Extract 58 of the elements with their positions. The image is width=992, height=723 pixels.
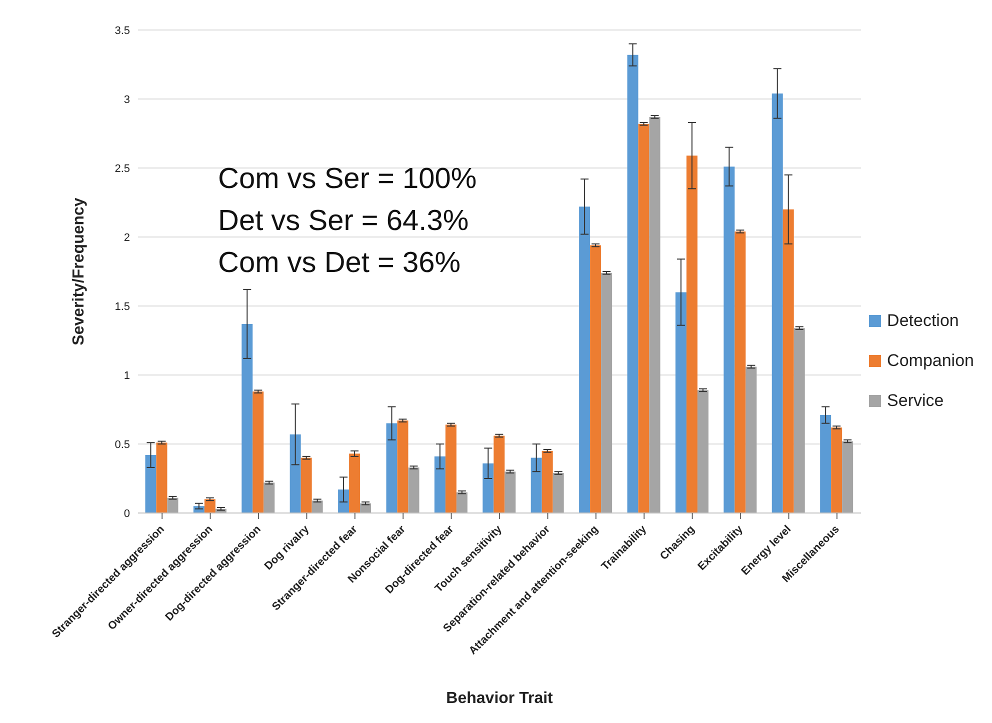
bar [601,272,612,513]
bar [445,424,456,513]
y-axis-title: Severity/Frequency [70,198,88,346]
bar [504,472,516,513]
legend-label: Detection [887,310,959,332]
bar [734,231,746,513]
bar [290,434,301,513]
bar [300,458,312,513]
legend-label: Companion [887,350,974,372]
bar [264,482,275,513]
bar [552,472,564,513]
bar [156,442,168,513]
bar [627,54,638,513]
bar [686,156,698,513]
bar [397,420,408,513]
bar [724,166,735,513]
bar [456,492,468,513]
bar [338,490,350,513]
y-tick-label: 1 [124,370,130,382]
bar [697,390,708,513]
y-tick-label: 0 [124,508,130,520]
annotation: Com vs Ser = 100% [218,162,477,197]
bar [638,124,650,513]
bar [242,324,253,513]
bar [204,499,216,513]
annotation: Det vs Ser = 64.3% [218,204,470,239]
bar [542,450,553,513]
x-axis-title: Behavior Trait [446,690,554,707]
bar [746,366,757,513]
y-tick-label: 3 [124,94,130,106]
legend-label: Service [887,390,944,412]
bar [590,245,602,513]
bar [386,423,398,513]
bar [494,436,505,513]
bar [252,392,264,513]
y-tick-label: 2.5 [114,162,130,175]
bar [649,116,660,513]
bar [675,292,686,513]
annotation: Com vs Det = 36% [218,246,462,281]
y-tick-label: 3.5 [114,24,130,37]
bar [782,209,794,513]
bar [145,455,156,513]
bar [820,415,832,513]
bar [530,458,542,513]
bar [408,467,420,513]
bar [831,427,842,513]
bar [434,456,446,513]
bar [349,454,360,513]
bar [842,441,854,513]
bar [772,93,783,513]
bar [579,206,590,513]
y-tick-label: 1.5 [114,300,130,313]
bar [312,500,323,513]
bar [167,498,178,513]
bar [794,328,805,513]
y-tick-label: 0.5 [114,438,130,451]
bar [482,463,494,513]
y-tick-label: 2 [124,232,130,244]
